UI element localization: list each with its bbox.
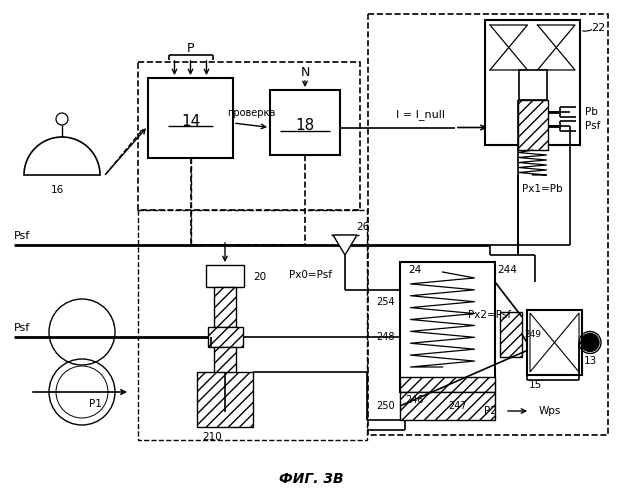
Text: 244: 244 [497, 265, 517, 275]
Bar [214, 347, 236, 382]
Text: 18: 18 [295, 118, 315, 133]
Bar [485, 20, 580, 145]
Text: 250: 250 [376, 401, 395, 411]
Text: P2: P2 [483, 406, 496, 416]
Circle shape [581, 333, 599, 351]
Text: Px0=Psf: Px0=Psf [289, 270, 332, 280]
Text: Psf: Psf [14, 323, 30, 333]
Text: P1: P1 [88, 399, 101, 409]
Text: 249: 249 [524, 330, 541, 339]
Bar [527, 310, 582, 375]
Bar [206, 265, 244, 287]
Text: Pb: Pb [585, 107, 598, 117]
Text: 210: 210 [202, 432, 222, 442]
Text: 16: 16 [50, 185, 63, 195]
Text: 26: 26 [356, 222, 369, 232]
Text: 22: 22 [591, 23, 605, 33]
Polygon shape [333, 235, 357, 255]
Text: 24: 24 [408, 265, 421, 275]
Bar [519, 70, 547, 100]
Text: проверка: проверка [227, 108, 276, 118]
Text: I = I_null: I = I_null [396, 110, 445, 120]
Text: 246: 246 [405, 395, 424, 405]
Bar [270, 90, 340, 155]
Text: 13: 13 [583, 356, 596, 366]
Text: Psf: Psf [585, 121, 601, 131]
Bar [214, 287, 236, 327]
Text: Wps: Wps [539, 406, 561, 416]
Bar [500, 312, 522, 357]
Text: Psf: Psf [14, 231, 30, 241]
Text: Px2=Psf: Px2=Psf [468, 310, 511, 320]
Bar [400, 377, 495, 392]
Text: 14: 14 [181, 113, 200, 129]
Text: P: P [187, 41, 194, 54]
Bar [400, 392, 495, 420]
Text: 247: 247 [448, 401, 467, 411]
Bar [208, 327, 243, 347]
Text: ФИГ. 3В: ФИГ. 3В [279, 472, 343, 486]
Bar [400, 262, 495, 392]
Bar [197, 372, 253, 427]
Text: 248: 248 [376, 332, 395, 342]
Bar [208, 382, 243, 412]
Text: N: N [300, 65, 310, 78]
Text: 254: 254 [376, 297, 395, 307]
Text: 15: 15 [528, 380, 542, 390]
Bar [518, 100, 547, 150]
Bar [148, 78, 233, 158]
Text: Px1=Pb: Px1=Pb [522, 184, 563, 194]
Text: 20: 20 [253, 272, 267, 282]
